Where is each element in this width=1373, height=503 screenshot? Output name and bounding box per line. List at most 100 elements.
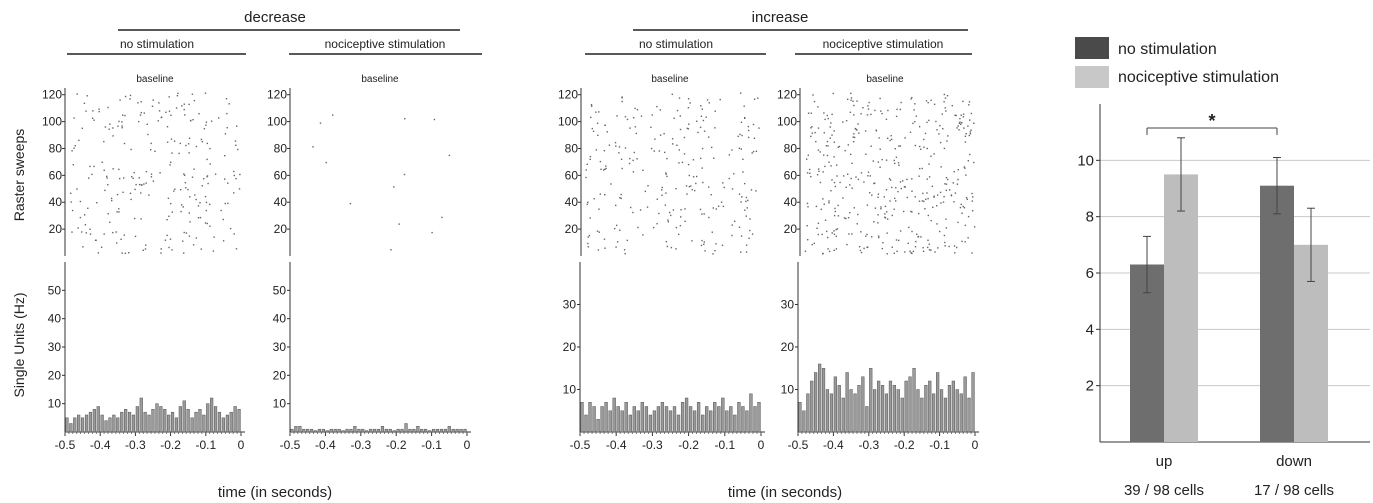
raster-dot	[925, 100, 928, 102]
hist-bar	[604, 402, 608, 433]
raster-dot	[862, 107, 864, 109]
raster-dot	[203, 178, 205, 180]
raster-dot	[904, 251, 906, 253]
raster-dot	[895, 156, 898, 158]
hist-xtick-label: -0.4	[606, 438, 627, 452]
raster-dot	[914, 103, 916, 105]
raster-dot	[828, 202, 830, 204]
raster-dot	[94, 239, 97, 241]
raster-dot	[927, 214, 929, 217]
raster-dot	[817, 149, 820, 151]
raster-dot	[666, 175, 668, 178]
raster-dot	[843, 217, 846, 219]
hist-bar	[170, 411, 175, 433]
hist-bar	[798, 402, 802, 433]
raster-dot	[116, 211, 118, 213]
raster-dot	[847, 217, 850, 219]
hist-ytick-label: 30	[48, 340, 62, 354]
hist-bar	[814, 372, 818, 433]
raster-dot	[642, 169, 644, 171]
raster-dot	[895, 187, 897, 189]
summary-ytick-label: 10	[1077, 152, 1094, 169]
raster-ytick-label: 40	[49, 195, 63, 209]
raster-dot	[118, 120, 120, 123]
raster-dot	[118, 211, 120, 213]
raster-dot	[233, 174, 235, 177]
raster-dot	[738, 147, 741, 149]
raster-dot	[887, 218, 889, 220]
hist-bar	[888, 380, 893, 433]
raster-ytick-label: 100	[267, 115, 287, 129]
raster-dot	[933, 153, 935, 155]
raster-dot	[811, 243, 813, 246]
hist-bar	[652, 410, 657, 433]
raster-dot	[150, 173, 153, 175]
raster-dot	[73, 117, 75, 119]
raster-dot	[632, 211, 634, 214]
hist-bar	[884, 393, 889, 433]
hist-bar	[435, 428, 440, 433]
raster-dot	[930, 99, 932, 101]
raster-dot	[734, 220, 736, 222]
raster-dot	[675, 248, 677, 250]
raster-dot	[131, 176, 133, 178]
raster-dot	[96, 202, 98, 204]
raster-dot	[877, 161, 879, 163]
raster-dot	[118, 168, 120, 171]
hist-bar	[186, 409, 190, 433]
raster-dot	[831, 179, 833, 181]
raster-ytick-label: 20	[49, 222, 63, 236]
raster-dot	[933, 196, 935, 198]
raster-dot	[927, 246, 929, 249]
raster-dot	[806, 202, 809, 205]
raster-dot	[822, 171, 824, 173]
raster-dot	[166, 234, 168, 237]
raster-dot	[749, 218, 751, 220]
raster-dot	[957, 125, 959, 127]
raster-dot	[964, 241, 966, 243]
raster-dot	[837, 146, 839, 148]
raster-dot	[860, 251, 863, 254]
raster-dot	[853, 133, 855, 135]
raster-dot	[84, 224, 87, 226]
raster-dot	[629, 157, 631, 160]
raster-dot	[858, 132, 860, 134]
raster-dot	[933, 195, 935, 197]
raster-dot	[605, 165, 607, 167]
raster-dot	[233, 192, 235, 194]
hist-bar	[668, 410, 673, 433]
raster-dot	[587, 201, 589, 203]
raster-dot	[897, 162, 900, 164]
raster-dot	[239, 173, 241, 176]
raster-dot	[706, 99, 709, 101]
raster-dot	[640, 115, 643, 117]
raster-dot	[847, 98, 849, 100]
raster-dot	[701, 167, 703, 169]
hist-xtick-label: 0	[972, 438, 979, 452]
raster-dot	[636, 109, 639, 111]
raster-dot	[973, 122, 975, 124]
hist-ytick-label: 40	[48, 312, 62, 326]
raster-dot	[806, 172, 809, 174]
raster-dot	[914, 246, 917, 248]
hist-bar	[873, 389, 877, 433]
raster-dot	[188, 235, 191, 237]
raster-dot	[870, 113, 872, 116]
raster-dot	[619, 197, 621, 199]
raster-dot	[393, 186, 395, 188]
raster-dot	[906, 178, 908, 181]
raster-dot	[628, 162, 631, 165]
raster-dot	[692, 159, 695, 161]
hist-bar	[376, 428, 381, 433]
raster-dot	[93, 165, 95, 168]
raster-dot	[667, 221, 669, 223]
raster-dot	[644, 190, 646, 193]
raster-dot	[618, 152, 620, 154]
summary-ytick-label: 2	[1086, 378, 1094, 395]
raster-dot	[595, 111, 597, 113]
raster-dot	[742, 171, 744, 173]
raster-dot	[83, 102, 86, 104]
raster-dot	[833, 230, 835, 232]
raster-dot	[684, 220, 686, 222]
raster-dot	[750, 189, 753, 191]
